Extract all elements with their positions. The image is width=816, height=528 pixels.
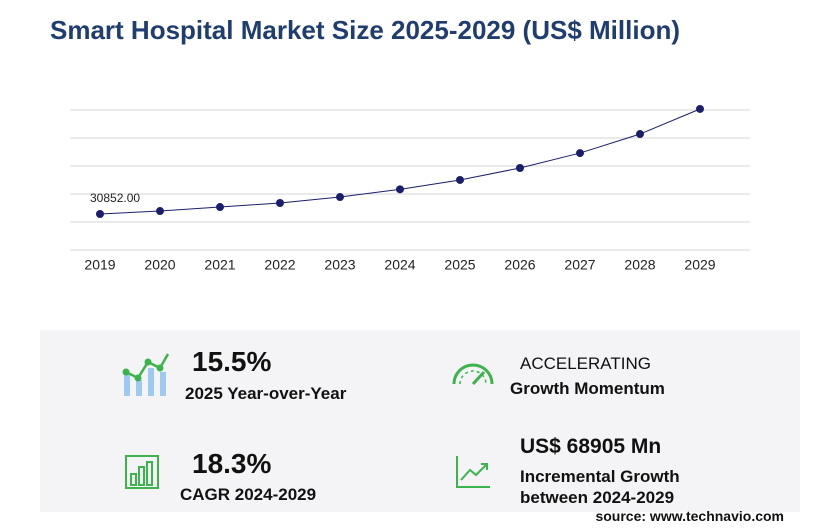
x-tick-label: 2021 <box>204 257 235 273</box>
trend-icon <box>456 456 490 488</box>
stats-panel <box>40 330 800 512</box>
x-tick-label: 2020 <box>144 257 175 273</box>
point <box>456 175 464 184</box>
line <box>99 108 701 215</box>
x-tick-label: 2026 <box>504 257 535 273</box>
x-tick-label: 2024 <box>384 257 415 273</box>
point <box>216 203 224 212</box>
stat-value: 18.3% <box>192 448 272 479</box>
point <box>156 207 164 216</box>
x-tick-label: 2022 <box>264 257 295 273</box>
point <box>636 130 644 139</box>
point <box>576 149 584 158</box>
stat-value: 15.5% <box>192 346 272 377</box>
point <box>396 185 404 194</box>
x-tick-label: 2023 <box>324 257 355 273</box>
chart: Smart Hospital Market Size 2025-2029 (US… <box>50 15 750 273</box>
source: source: www.technavio.com <box>595 508 784 524</box>
speedometer-icon <box>452 363 494 386</box>
point <box>516 164 524 173</box>
growth-icon <box>122 353 170 396</box>
stat-value: ACCELERATING <box>520 354 651 373</box>
stat-caption: Growth Momentum <box>510 379 665 398</box>
point <box>276 198 284 207</box>
chart-title: Smart Hospital Market Size 2025-2029 (US… <box>50 15 680 45</box>
x-tick-label: 2027 <box>564 257 595 273</box>
stat-caption: 2025 Year-over-Year <box>185 384 347 403</box>
bar-icon <box>125 455 159 489</box>
x-tick-label: 2029 <box>684 257 715 273</box>
x-tick-label: 2019 <box>84 257 115 273</box>
x-tick-label: 2028 <box>624 257 655 273</box>
point <box>336 193 344 202</box>
stat-caption: CAGR 2024-2029 <box>180 485 317 504</box>
stat-value: US$ 68905 Mn <box>520 435 662 458</box>
stat-caption: Incremental Growth between 2024-2029 <box>520 467 680 507</box>
x-tick-label: 2025 <box>444 257 475 273</box>
point <box>96 210 104 219</box>
value-label: 30852.00 <box>90 191 140 205</box>
point <box>696 104 704 113</box>
